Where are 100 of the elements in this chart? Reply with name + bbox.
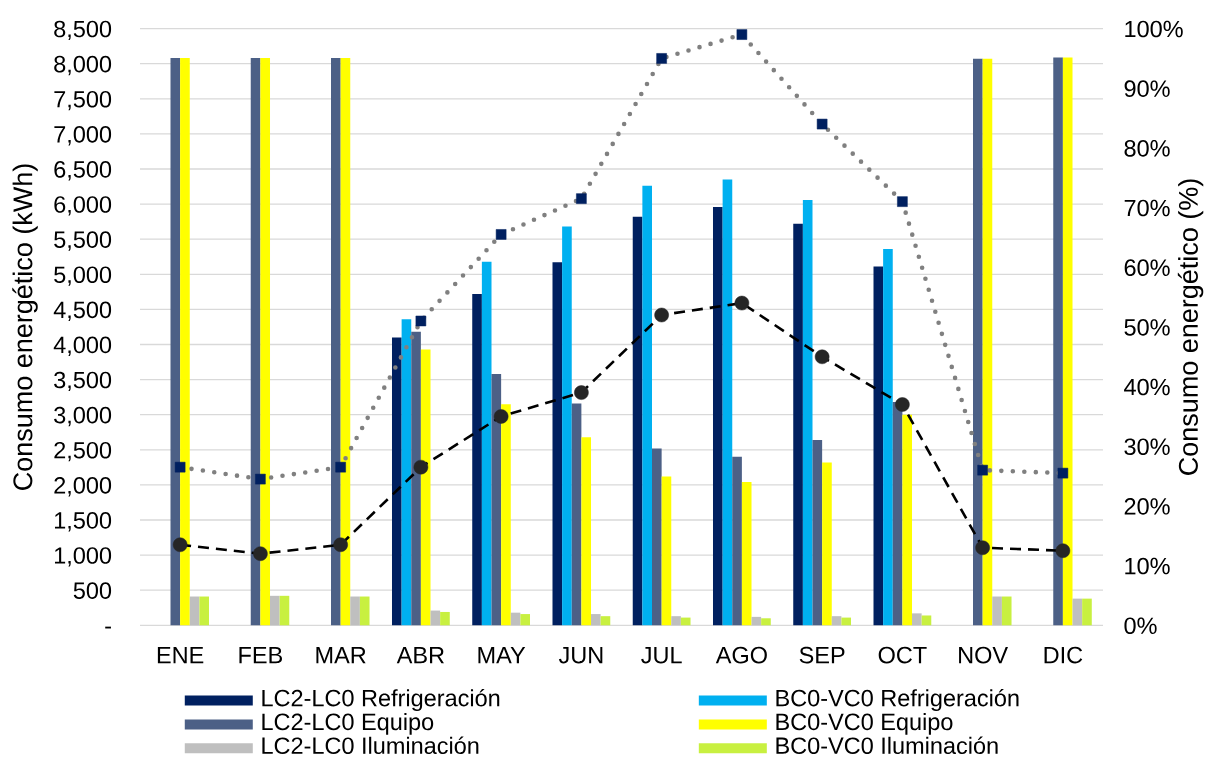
legend-label: BC0-VC0 Refrigeración bbox=[776, 688, 1019, 712]
y2-tick-label: 70% bbox=[1124, 199, 1170, 217]
point bbox=[736, 29, 748, 40]
bar bbox=[401, 319, 412, 626]
y-tick-label: 2,000 bbox=[54, 476, 112, 497]
point bbox=[255, 473, 266, 485]
legend-label: BC0-VC0 Iluminación bbox=[776, 736, 998, 755]
y-tick-label: 7,000 bbox=[54, 126, 112, 146]
point bbox=[333, 537, 348, 552]
legend-label: LC2-LC0 Iluminación bbox=[262, 736, 479, 755]
point bbox=[495, 229, 507, 240]
x-tick-label: SEP bbox=[799, 646, 845, 664]
bar bbox=[652, 448, 662, 626]
y2-tick-label: 60% bbox=[1124, 259, 1170, 277]
point bbox=[574, 385, 589, 400]
bar bbox=[199, 596, 210, 626]
bar bbox=[501, 404, 511, 626]
bar bbox=[562, 226, 572, 626]
bar bbox=[270, 595, 280, 626]
y-tick-label: 8,000 bbox=[54, 55, 112, 76]
point bbox=[1057, 467, 1069, 479]
legend-label: LC2-LC0 Refrigeración bbox=[262, 688, 500, 712]
x-tick-label: MAR bbox=[316, 647, 366, 664]
bar bbox=[661, 476, 672, 626]
y2-tick-label: 10% bbox=[1125, 557, 1170, 575]
y2-tick-label: 100% bbox=[1125, 20, 1183, 38]
point bbox=[654, 307, 669, 323]
point bbox=[174, 461, 186, 473]
bar bbox=[180, 58, 190, 626]
y-tick-label: 5,500 bbox=[54, 231, 112, 251]
bar bbox=[1082, 598, 1092, 626]
point bbox=[734, 295, 750, 311]
bar bbox=[873, 266, 884, 626]
y-tick-label: 6,500 bbox=[54, 161, 112, 181]
bar bbox=[411, 331, 421, 626]
bar bbox=[642, 185, 652, 626]
bar bbox=[982, 58, 993, 626]
x-tick-label: NOV bbox=[959, 646, 1008, 664]
bar bbox=[680, 617, 691, 626]
bar bbox=[992, 596, 1002, 626]
point bbox=[576, 193, 587, 204]
bar bbox=[591, 614, 601, 626]
bar bbox=[921, 615, 932, 626]
x-tick-label: AGO bbox=[715, 646, 767, 664]
bar bbox=[883, 249, 893, 626]
y-tick-label: 2,500 bbox=[54, 441, 112, 462]
bar bbox=[472, 293, 482, 626]
bar bbox=[802, 199, 813, 626]
bar bbox=[189, 596, 200, 626]
legend-label: BC0-VC0 Equipo bbox=[776, 712, 953, 735]
bar bbox=[822, 462, 832, 626]
point bbox=[814, 349, 830, 365]
point bbox=[656, 53, 667, 64]
point bbox=[975, 540, 990, 555]
bar bbox=[331, 58, 341, 626]
point bbox=[172, 537, 188, 552]
point bbox=[1055, 543, 1071, 558]
y-tick-label: 5,000 bbox=[54, 266, 112, 286]
point bbox=[977, 464, 988, 476]
point bbox=[335, 461, 346, 473]
y-tick-label: 7,500 bbox=[54, 90, 112, 111]
bar bbox=[1001, 596, 1012, 626]
y2-tick-label: 0% bbox=[1124, 617, 1157, 635]
bar bbox=[892, 402, 903, 626]
bar bbox=[440, 611, 450, 626]
point bbox=[816, 118, 828, 130]
y2-axis-title: Consumo energético (%) bbox=[1177, 179, 1204, 475]
point bbox=[895, 397, 910, 412]
bar bbox=[359, 596, 370, 626]
bar bbox=[1072, 598, 1083, 626]
y-axis-title: Consumo energético (kWh) bbox=[12, 164, 38, 490]
bar bbox=[831, 616, 842, 626]
bar bbox=[1062, 57, 1073, 626]
y2-tick-label: 90% bbox=[1124, 80, 1170, 97]
bar bbox=[902, 414, 913, 626]
bar bbox=[722, 179, 733, 626]
y-tick-label: 4,500 bbox=[53, 301, 112, 321]
x-tick-label: MAY bbox=[478, 647, 526, 664]
point bbox=[493, 409, 509, 424]
bar bbox=[741, 482, 752, 626]
y-tick-label: 1,500 bbox=[54, 512, 112, 532]
bar bbox=[420, 349, 431, 626]
point bbox=[413, 459, 429, 475]
y-tick-label: 3,000 bbox=[54, 406, 112, 427]
bar bbox=[491, 373, 502, 626]
y-tick-label: 6,000 bbox=[54, 196, 112, 216]
y2-tick-label: 30% bbox=[1124, 438, 1170, 456]
bar bbox=[912, 613, 922, 626]
bar bbox=[812, 439, 823, 626]
bar bbox=[260, 58, 271, 626]
x-tick-label: ABR bbox=[396, 647, 444, 664]
bar bbox=[571, 403, 582, 626]
bar bbox=[552, 262, 563, 626]
x-tick-label: FEB bbox=[239, 647, 282, 664]
bar bbox=[632, 216, 643, 626]
y2-tick-label: 50% bbox=[1124, 319, 1170, 336]
y2-tick-label: 40% bbox=[1124, 378, 1170, 396]
point bbox=[897, 196, 908, 207]
bar bbox=[1053, 57, 1063, 626]
y2-tick-label: 80% bbox=[1124, 140, 1170, 157]
